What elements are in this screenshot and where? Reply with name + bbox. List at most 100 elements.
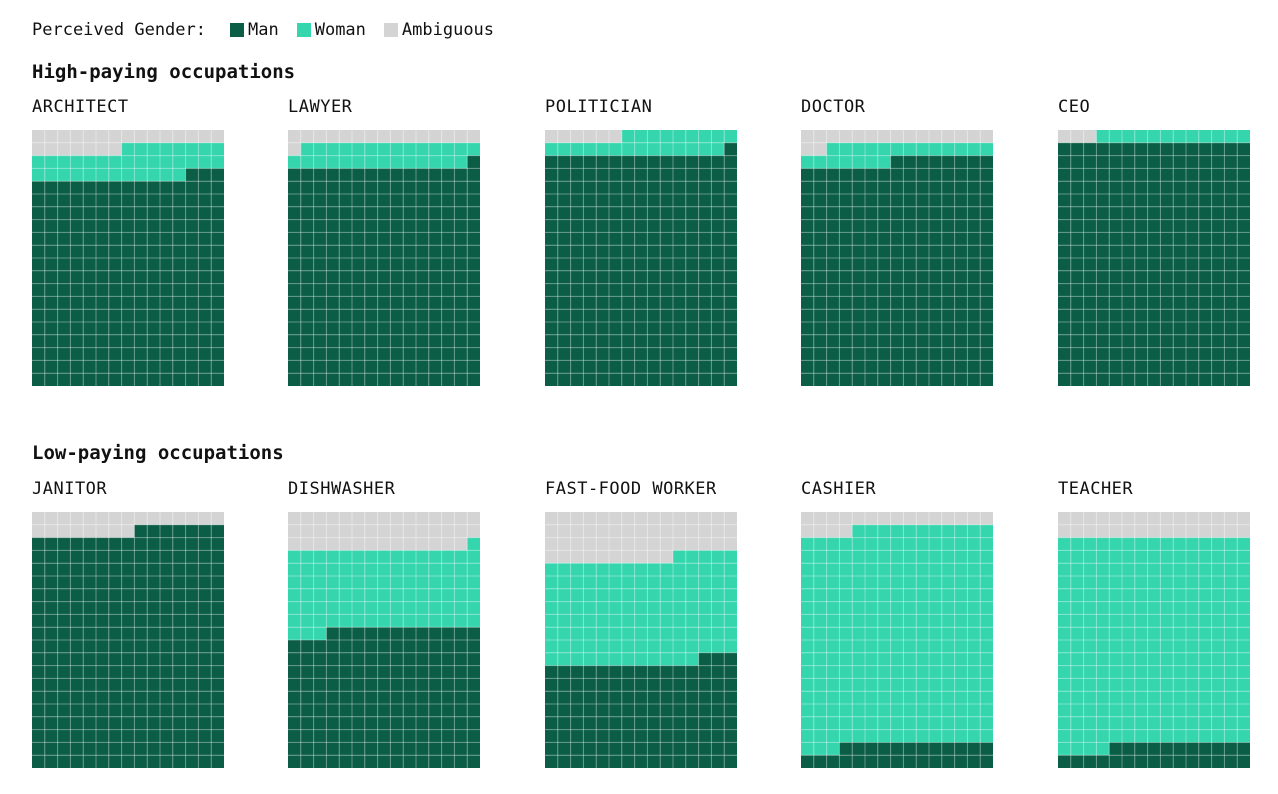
cell-woman <box>980 627 993 640</box>
cell-man <box>545 322 558 335</box>
cell-woman <box>621 576 635 589</box>
cell-woman <box>865 691 878 704</box>
cell-man <box>288 347 301 361</box>
cell-man <box>352 322 365 335</box>
cell-man <box>1198 322 1212 335</box>
cell-woman <box>416 155 429 169</box>
cell-man <box>185 691 199 704</box>
cell-man <box>673 742 686 756</box>
cell-man <box>57 742 71 756</box>
cell-man <box>634 704 648 717</box>
cell-woman <box>839 576 853 589</box>
cell-man <box>1147 742 1161 756</box>
cell-man <box>1109 347 1122 361</box>
cell-man <box>108 614 122 628</box>
cell-woman <box>877 652 891 666</box>
cell-man <box>364 219 378 233</box>
cell-man <box>198 576 212 589</box>
cell-man <box>211 194 224 207</box>
cell-woman <box>877 691 891 704</box>
cell-man <box>621 360 635 374</box>
cell-woman <box>467 142 480 156</box>
cell-woman <box>967 524 981 538</box>
cell-woman <box>1173 729 1186 743</box>
cell-man <box>967 334 981 348</box>
cell-man <box>57 755 71 768</box>
cell-man <box>621 665 635 679</box>
cell-man <box>83 601 96 615</box>
cell-woman <box>403 142 416 156</box>
cell-ambiguous <box>813 512 827 525</box>
cell-ambiguous <box>134 512 148 525</box>
cell-ambiguous <box>1096 512 1110 525</box>
cell-man <box>1134 155 1148 169</box>
cell-man <box>83 614 96 628</box>
cell-man <box>172 219 186 233</box>
cell-woman <box>1122 576 1135 589</box>
cell-woman <box>441 601 455 615</box>
cell-woman <box>300 601 314 615</box>
cell-man <box>826 206 840 220</box>
cell-man <box>1198 373 1212 386</box>
cell-woman <box>1070 601 1084 615</box>
cell-man <box>108 373 122 386</box>
cell-man <box>685 678 699 692</box>
cell-man <box>185 601 199 615</box>
cell-man <box>428 360 442 374</box>
cell-woman <box>941 601 955 615</box>
cell-man <box>1109 742 1122 756</box>
cell-man <box>1147 206 1161 220</box>
cell-man <box>954 755 968 768</box>
cell-man <box>1160 347 1174 361</box>
cell-ambiguous <box>1147 524 1161 538</box>
cell-man <box>570 755 584 768</box>
cell-man <box>428 309 442 322</box>
cell-man <box>313 245 327 258</box>
cell-man <box>108 334 122 348</box>
cell-man <box>326 181 340 194</box>
cell-man <box>377 258 391 271</box>
cell-man <box>339 322 352 335</box>
cell-man <box>108 755 122 768</box>
cell-man <box>416 270 429 284</box>
cell-woman <box>839 704 853 717</box>
cell-man <box>634 334 648 348</box>
cell-ambiguous <box>288 130 301 143</box>
cell-man <box>698 206 712 220</box>
cell-woman <box>916 601 929 615</box>
cell-man <box>185 652 199 666</box>
cell-man <box>390 678 404 692</box>
cell-woman <box>1198 704 1212 717</box>
cell-man <box>941 742 955 756</box>
cell-woman <box>557 576 571 589</box>
cell-man <box>839 296 853 310</box>
cell-man <box>403 283 416 297</box>
cell-man <box>1147 347 1161 361</box>
cell-man <box>185 194 199 207</box>
cell-man <box>134 550 148 564</box>
cell-man <box>609 755 622 768</box>
cell-man <box>852 168 865 182</box>
cell-man <box>147 181 160 194</box>
cell-man <box>545 181 558 194</box>
cell-woman <box>44 168 58 182</box>
cell-man <box>647 678 661 692</box>
cell-man <box>634 309 648 322</box>
cell-man <box>1173 181 1186 194</box>
cell-man <box>108 665 122 679</box>
cell-man <box>288 245 301 258</box>
cell-man <box>185 232 199 246</box>
cell-woman <box>877 601 891 615</box>
cell-ambiguous <box>877 130 891 143</box>
cell-man <box>108 360 122 374</box>
cell-man <box>647 232 661 246</box>
cell-woman <box>557 142 571 156</box>
cell-woman <box>1186 614 1199 628</box>
cell-woman <box>1237 130 1250 143</box>
cell-man <box>339 347 352 361</box>
cell-man <box>1070 219 1084 233</box>
cell-man <box>57 296 71 310</box>
cell-man <box>1070 181 1084 194</box>
cell-man <box>108 678 122 692</box>
cell-man <box>134 691 148 704</box>
